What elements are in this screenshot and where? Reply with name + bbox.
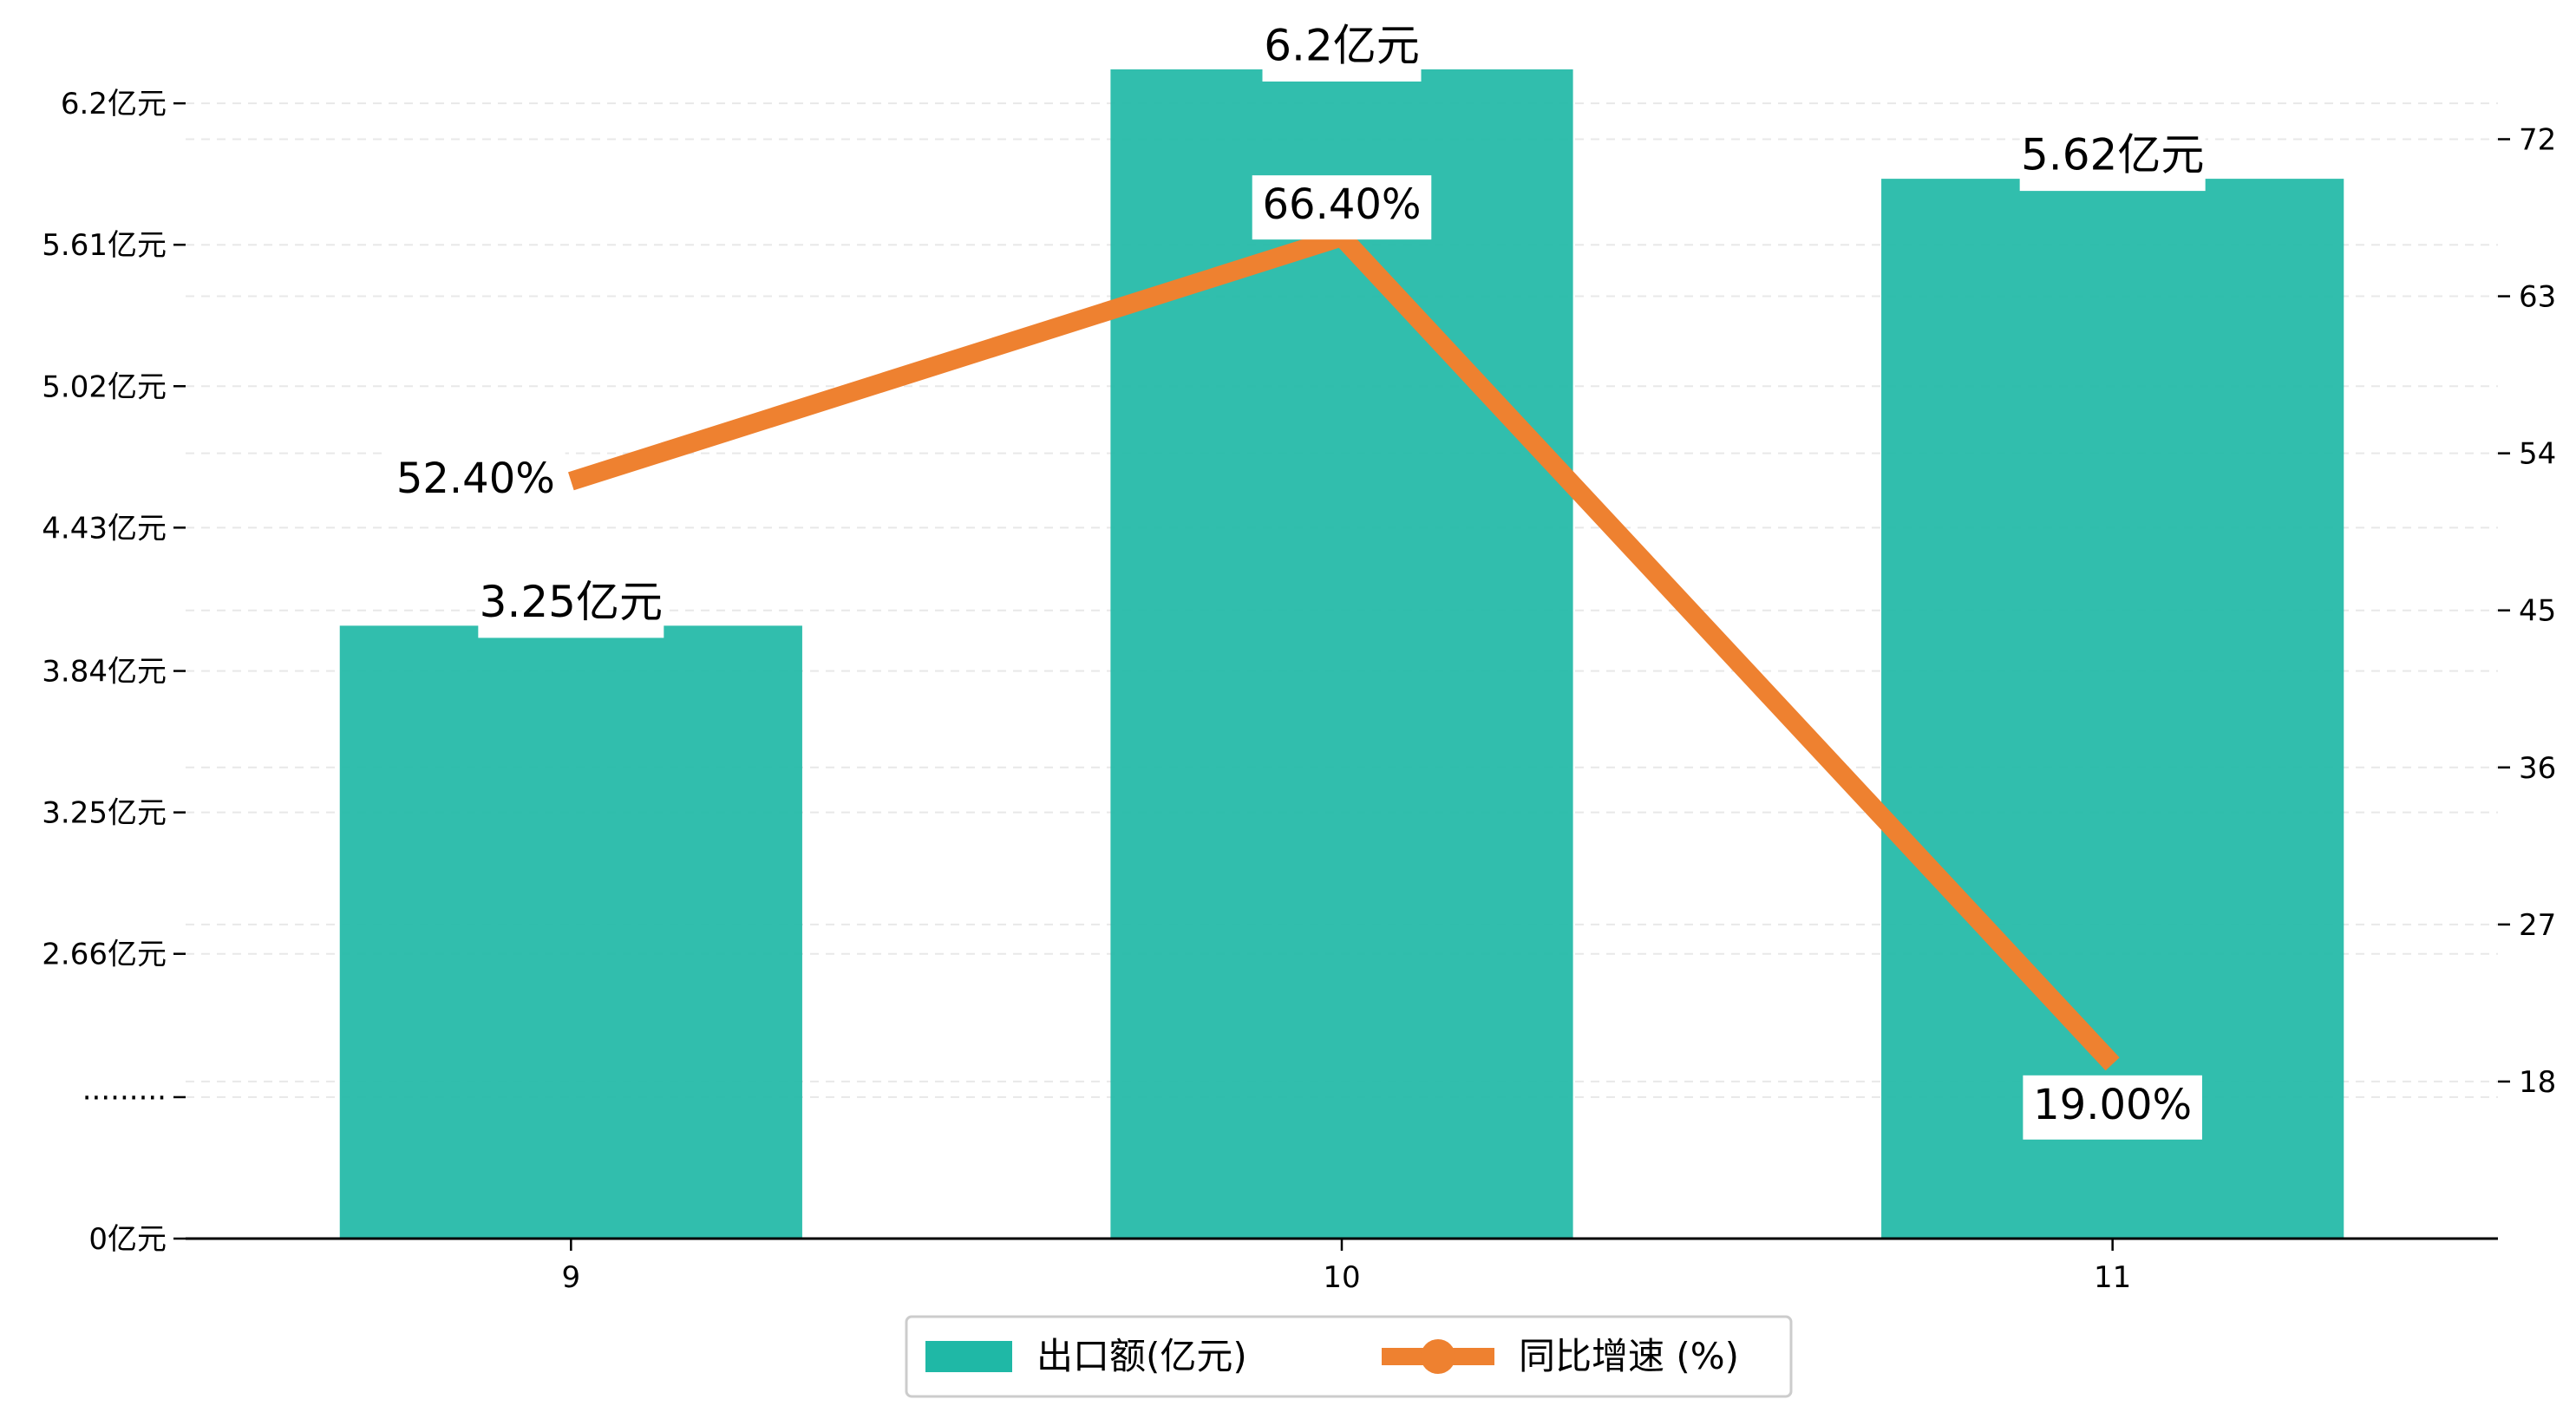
legend-swatch-bar: [925, 1341, 1012, 1372]
bar-layer: [339, 69, 2344, 1239]
label-layer: 3.25亿元 6.2亿元 5.62亿元 52.40% 66.40% 19.00%: [386, 16, 2206, 1140]
x-tick-label-9: 9: [562, 1260, 581, 1295]
x-tick-label-10: 10: [1323, 1260, 1360, 1295]
legend-layer: 出口额(亿元) 同比增速 (%): [905, 1315, 1793, 1398]
y-left-tick-label-8: 6.2亿元: [61, 87, 167, 121]
bar-value-label-11: 5.62亿元: [2021, 130, 2204, 180]
growth-value-label-9: 52.40%: [396, 454, 555, 503]
bar-value-label-11-box: [2019, 125, 2206, 192]
bar-value-label-10: 6.2亿元: [1264, 21, 1420, 71]
legend-label-bar: 出口额(亿元): [1036, 1335, 1247, 1377]
y-left-tick-label-6: 5.02亿元: [42, 369, 167, 404]
axis-layer: 0亿元 ········· 2.66亿元 3.25亿元 3.84亿元 4.43亿元 5.02…: [42, 87, 2556, 1295]
growth-value-label-10: 66.40%: [1262, 180, 1421, 229]
y-right-tick-label-5: 63: [2519, 280, 2556, 315]
y-left-tick-label-7: 5.61亿元: [42, 228, 167, 263]
y-left-tick-label-5: 4.43亿元: [42, 511, 167, 546]
y-right-tick-label-3: 45: [2519, 594, 2556, 629]
y-left-tick-label-0: 0亿元: [88, 1222, 167, 1257]
y-left-tick-label-1: ·········: [82, 1081, 167, 1115]
legend-box: [905, 1315, 1793, 1398]
y-right-tick-label-6: 72: [2519, 122, 2556, 157]
legend-swatch-marker: [1421, 1339, 1455, 1374]
growth-value-label-10-box: [1252, 175, 1432, 240]
y-right-tick-label-1: 27: [2519, 908, 2556, 943]
growth-value-label-11-box: [2023, 1075, 2202, 1140]
legend-label-line: 同比增速 (%): [1519, 1335, 1739, 1377]
y-left-tick-label-4: 3.84亿元: [42, 655, 167, 690]
y-right-tick-label-2: 36: [2519, 751, 2556, 786]
bar-value-label-9-box: [478, 572, 664, 638]
bar-9: [339, 625, 802, 1239]
growth-value-label-9-box: [386, 448, 566, 513]
y-left-tick-label-3: 3.25亿元: [42, 796, 167, 831]
y-right-tick-label-4: 54: [2519, 437, 2556, 472]
bar-value-label-9: 3.25亿元: [480, 577, 663, 627]
y-left-tick-label-2: 2.66亿元: [42, 938, 167, 972]
bar-10: [1110, 69, 1573, 1239]
x-tick-label-11: 11: [2094, 1260, 2131, 1295]
y-right-tick-label-0: 18: [2519, 1065, 2556, 1100]
bar-value-label-10-box: [1262, 16, 1422, 82]
growth-value-label-11: 19.00%: [2033, 1081, 2192, 1129]
